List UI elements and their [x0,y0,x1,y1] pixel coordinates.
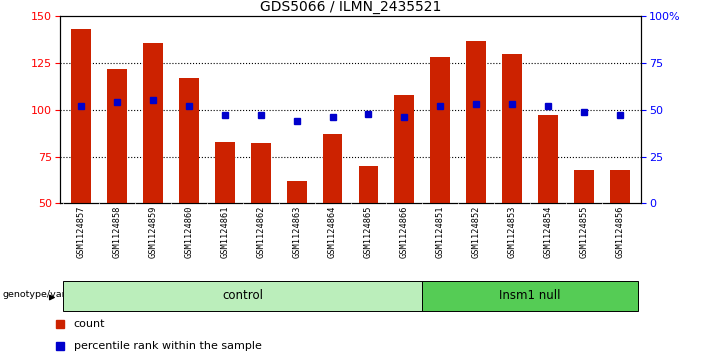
Bar [466,41,486,203]
Bar [179,78,199,203]
Text: GSM1124866: GSM1124866 [400,205,409,258]
Bar [502,54,522,203]
Text: GSM1124856: GSM1124856 [615,205,625,258]
Text: control: control [222,289,264,302]
Bar [72,29,91,203]
Text: percentile rank within the sample: percentile rank within the sample [74,341,261,351]
Bar [215,142,235,203]
Text: GSM1124862: GSM1124862 [256,205,265,258]
Bar [143,42,163,203]
Bar [574,170,594,203]
Text: count: count [74,319,105,329]
Text: GSM1124864: GSM1124864 [328,205,337,258]
Bar [287,181,306,203]
Bar [422,281,638,310]
Text: GSM1124861: GSM1124861 [220,205,229,258]
Text: GSM1124860: GSM1124860 [184,205,193,258]
Bar [430,57,450,203]
Text: Insm1 null: Insm1 null [499,289,561,302]
Text: GSM1124865: GSM1124865 [364,205,373,258]
Bar [538,115,558,203]
Bar [359,166,379,203]
Bar [322,134,342,203]
Text: genotype/variation: genotype/variation [3,290,93,299]
Text: GSM1124857: GSM1124857 [76,205,86,258]
Text: GSM1124858: GSM1124858 [113,205,121,258]
Bar [395,95,414,203]
Title: GDS5066 / ILMN_2435521: GDS5066 / ILMN_2435521 [260,0,441,14]
Bar [610,170,629,203]
Text: GSM1124855: GSM1124855 [580,205,588,258]
Bar [63,281,422,310]
Bar [107,69,127,203]
Text: GSM1124851: GSM1124851 [436,205,445,258]
Text: GSM1124854: GSM1124854 [543,205,552,258]
Text: GSM1124852: GSM1124852 [472,205,481,258]
Text: GSM1124853: GSM1124853 [508,205,517,258]
Bar [251,143,271,203]
Text: GSM1124863: GSM1124863 [292,205,301,258]
Text: GSM1124859: GSM1124859 [149,205,158,258]
